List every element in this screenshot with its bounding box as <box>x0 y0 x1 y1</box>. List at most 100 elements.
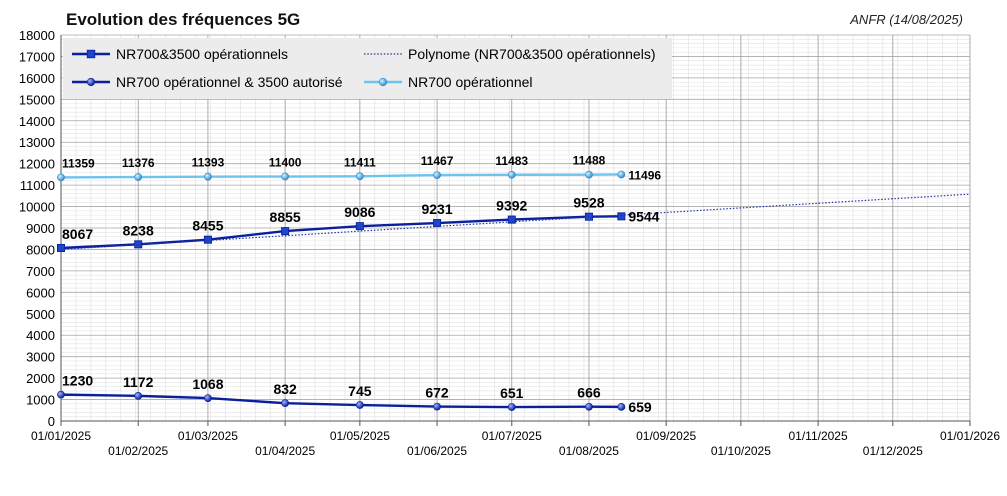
data-label: 11467 <box>421 154 454 168</box>
data-label: 672 <box>425 385 449 401</box>
data-point <box>617 170 626 179</box>
x-tick-label: 01/03/2025 <box>178 429 238 443</box>
y-tick-label: 18000 <box>19 28 55 43</box>
y-tick-label: 6000 <box>26 285 55 300</box>
y-tick-label: 12000 <box>19 157 55 172</box>
data-label: 9392 <box>496 198 527 214</box>
data-point <box>204 394 212 402</box>
y-tick-label: 5000 <box>26 307 55 322</box>
chart-axes: 0 1000 2000 3000 4000 5000 6000 7000 8000 9000 100… <box>19 28 1001 458</box>
data-point <box>281 172 290 181</box>
data-point <box>433 402 441 411</box>
y-tick-label: 17000 <box>19 49 55 64</box>
data-label: 11483 <box>495 154 528 168</box>
y-tick-label: 16000 <box>19 71 55 86</box>
data-label: 8067 <box>62 226 93 242</box>
data-label: 659 <box>628 399 652 415</box>
data-point <box>585 402 593 411</box>
data-point <box>507 215 516 224</box>
data-label: 651 <box>500 385 524 401</box>
data-point <box>433 171 441 179</box>
y-tick-label: 1000 <box>26 393 55 408</box>
y-tick-label: 0 <box>48 414 55 429</box>
y-tick-label: 9000 <box>26 221 55 236</box>
data-label: 11376 <box>122 156 155 170</box>
y-tick-label: 11000 <box>20 178 55 193</box>
data-label: 11393 <box>192 156 225 170</box>
x-tick-label: 01/10/2025 <box>711 444 771 458</box>
y-tick-label: 8000 <box>26 242 55 257</box>
data-point <box>57 390 65 399</box>
data-point <box>355 401 364 409</box>
chart-legend: NR700&3500 opérationnels Polynome (NR700&… <box>63 38 672 99</box>
data-point <box>57 173 65 182</box>
data-label: 11400 <box>269 156 302 170</box>
data-label: 9086 <box>344 204 375 220</box>
data-point <box>507 403 516 411</box>
data-point <box>203 235 212 244</box>
legend-label: NR700&3500 opérationnels <box>116 46 288 62</box>
x-tick-label: 01/09/2025 <box>636 429 696 443</box>
data-point <box>433 219 442 228</box>
x-tick-label: 01/12/2025 <box>863 444 923 458</box>
data-point <box>134 391 143 400</box>
data-label: 745 <box>348 383 372 399</box>
data-point <box>507 170 516 179</box>
x-tick-label: 01/08/2025 <box>559 444 619 458</box>
data-label: 11411 <box>344 155 376 169</box>
data-label: 9231 <box>421 201 452 217</box>
chart-grid <box>60 34 971 422</box>
x-tick-label: 01/07/2025 <box>482 429 542 443</box>
x-tick-label: 01/01/2026 <box>940 429 1000 443</box>
data-label: 9544 <box>628 208 659 224</box>
data-label: 8455 <box>192 218 223 234</box>
data-label: 1172 <box>123 374 154 390</box>
data-point <box>281 399 290 408</box>
data-point <box>57 244 66 253</box>
x-tick-label: 01/11/2025 <box>788 429 847 443</box>
data-label: 1068 <box>192 376 223 392</box>
data-label: 666 <box>577 385 601 401</box>
chart-title: Evolution des fréquences 5G <box>66 10 300 29</box>
data-label: 11359 <box>62 156 95 170</box>
y-tick-label: 14000 <box>19 114 55 129</box>
y-tick-label: 4000 <box>26 328 55 343</box>
legend-label: Polynome (NR700&3500 opérationnels) <box>408 46 655 62</box>
chart-series <box>57 170 971 411</box>
data-label: 8855 <box>270 209 301 225</box>
y-tick-label: 13000 <box>19 135 55 150</box>
legend-label: NR700 opérationnel & 3500 autorisé <box>116 74 343 90</box>
x-tick-label: 01/05/2025 <box>330 429 390 443</box>
data-labels: 8067 8238 8455 8855 9086 9231 9392 9528 9544 1230… <box>62 154 661 415</box>
y-tick-label: 10000 <box>19 200 55 215</box>
data-point <box>134 173 143 181</box>
y-tick-label: 7000 <box>26 264 55 279</box>
chart-source: ANFR (14/08/2025) <box>849 12 963 27</box>
x-tick-label: 01/06/2025 <box>407 444 467 458</box>
legend-box <box>63 38 672 99</box>
x-tick-label: 01/02/2025 <box>108 444 168 458</box>
data-point <box>378 77 388 87</box>
y-tick-label: 3000 <box>26 350 55 365</box>
x-tick-label: 01/04/2025 <box>255 444 315 458</box>
data-label: 8238 <box>123 222 154 238</box>
data-label: 832 <box>273 381 297 397</box>
x-tick-label: 01/01/2025 <box>31 429 91 443</box>
data-label: 11496 <box>628 168 661 182</box>
y-tick-label: 15000 <box>19 92 55 107</box>
data-point <box>617 212 626 221</box>
data-point <box>585 170 593 179</box>
data-label: 1230 <box>62 373 93 389</box>
data-point <box>355 172 364 181</box>
data-point <box>617 402 626 411</box>
data-point <box>86 49 96 59</box>
data-point <box>281 227 290 236</box>
data-label: 9528 <box>573 195 604 211</box>
y-tick-label: 2000 <box>26 371 55 386</box>
trendline <box>60 193 971 251</box>
legend-label: NR700 opérationnel <box>408 74 533 90</box>
data-point <box>204 172 212 181</box>
data-point <box>86 77 96 87</box>
data-label: 11488 <box>573 154 606 168</box>
